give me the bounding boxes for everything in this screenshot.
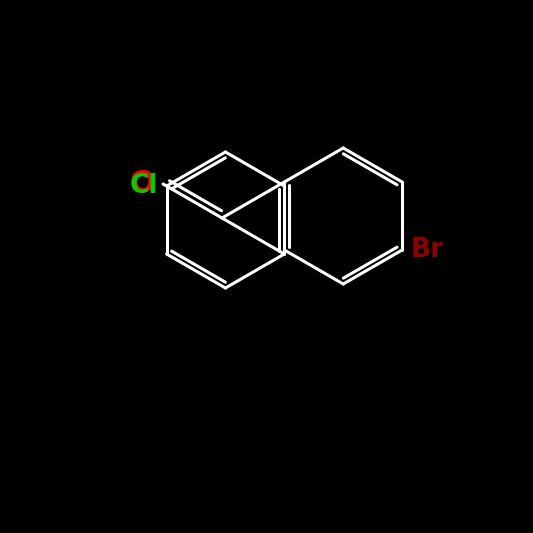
Text: Br: Br: [410, 237, 443, 263]
Text: O: O: [129, 169, 155, 198]
Text: Cl: Cl: [130, 173, 159, 199]
